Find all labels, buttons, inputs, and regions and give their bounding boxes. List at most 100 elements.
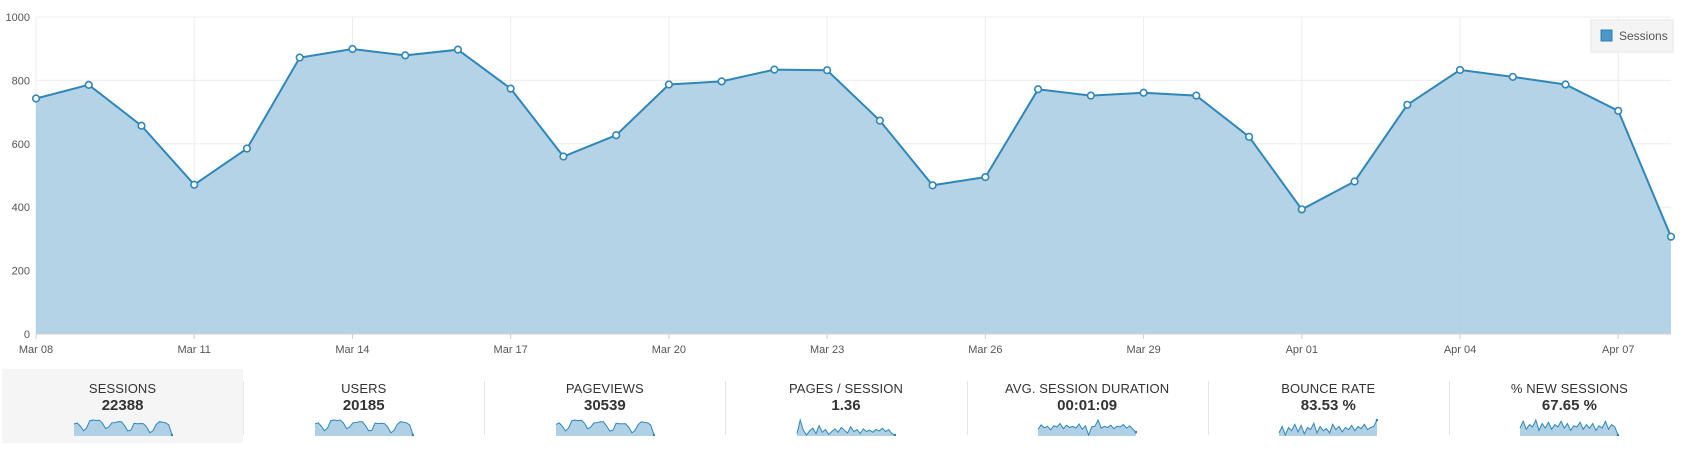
metric-value: 30539 bbox=[583, 397, 626, 414]
sessions-point[interactable] bbox=[981, 172, 990, 182]
y-tick-label: 1000 bbox=[6, 12, 30, 24]
sessions-point[interactable] bbox=[1297, 205, 1306, 214]
metric-tile-avg-session-duration[interactable]: AVG. SESSION DURATION 00:01:09 bbox=[966, 369, 1208, 443]
sessions-point[interactable] bbox=[559, 152, 568, 161]
metric-tile-bounce-rate[interactable]: BOUNCE RATE 83.53 % bbox=[1207, 369, 1449, 443]
sparkline-line bbox=[796, 418, 896, 436]
metric-tile-pages-session[interactable]: PAGES / SESSION 1.36 bbox=[725, 369, 966, 443]
sessions-point[interactable] bbox=[1033, 85, 1043, 94]
x-tick-label: Mar 29 bbox=[1126, 344, 1160, 356]
sessions-point[interactable] bbox=[770, 65, 779, 74]
sessions-point[interactable] bbox=[1403, 100, 1412, 109]
metric-label: PAGEVIEWS bbox=[565, 381, 644, 396]
y-tick-label: 0 bbox=[24, 329, 30, 341]
sessions-point[interactable] bbox=[1561, 80, 1570, 89]
sessions-point[interactable] bbox=[1192, 91, 1201, 100]
sessions-point[interactable] bbox=[1455, 65, 1465, 75]
x-tick-label: Mar 08 bbox=[19, 344, 53, 356]
sparkline-area bbox=[1038, 420, 1137, 436]
metric-sparkline bbox=[1519, 418, 1620, 436]
metric-sparkline bbox=[1037, 418, 1138, 436]
sessions-point[interactable] bbox=[31, 94, 41, 103]
chart-legend[interactable]: Sessions bbox=[1590, 19, 1674, 53]
legend-swatch bbox=[1600, 29, 1613, 42]
sessions-point[interactable] bbox=[242, 144, 252, 153]
legend-label-sessions: Sessions bbox=[1619, 29, 1668, 43]
sparkline-line bbox=[1519, 418, 1619, 436]
sessions-point[interactable] bbox=[190, 180, 199, 189]
sparkline-end-point bbox=[1134, 430, 1138, 434]
metric-tile-sessions[interactable]: SESSIONS 22388 bbox=[2, 369, 244, 443]
metric-sparkline bbox=[73, 419, 173, 436]
metric-label: AVG. SESSION DURATION bbox=[1005, 381, 1170, 396]
chart-points-layer[interactable] bbox=[31, 44, 1676, 241]
sessions-point[interactable] bbox=[1508, 72, 1517, 82]
metrics-bar: SESSIONS 22388 USERS 20185 PAGEVIEWS 30539 PAG… bbox=[2, 369, 1690, 443]
x-tick-label: Apr 01 bbox=[1286, 344, 1318, 356]
sessions-point[interactable] bbox=[453, 45, 463, 54]
x-tick-label: Mar 11 bbox=[178, 344, 211, 356]
metric-label: BOUNCE RATE bbox=[1281, 381, 1376, 396]
sparkline-line bbox=[1037, 418, 1137, 436]
sparkline-end-point bbox=[1617, 433, 1620, 436]
x-tick-label: Apr 04 bbox=[1444, 344, 1476, 356]
sparkline-end-point bbox=[411, 433, 414, 436]
sessions-point[interactable] bbox=[401, 51, 410, 60]
sessions-point[interactable] bbox=[1614, 106, 1623, 115]
sessions-point[interactable] bbox=[875, 116, 884, 125]
sparkline-line bbox=[314, 419, 414, 436]
sparkline-area bbox=[314, 420, 413, 436]
metric-sparkline bbox=[314, 419, 414, 436]
sparkline-area bbox=[73, 420, 172, 436]
sessions-point[interactable] bbox=[717, 77, 726, 86]
sessions-point[interactable] bbox=[1086, 91, 1095, 100]
metric-tile-users[interactable]: USERS 20185 bbox=[243, 369, 484, 443]
sessions-point[interactable] bbox=[1350, 177, 1359, 186]
y-tick-label: 600 bbox=[12, 139, 30, 151]
sparkline-line bbox=[555, 419, 655, 436]
y-tick-label: 200 bbox=[12, 266, 30, 278]
sparkline-area bbox=[1279, 420, 1378, 436]
x-tick-label: Mar 17 bbox=[494, 344, 528, 356]
x-tick-label: Apr 07 bbox=[1602, 344, 1634, 356]
sparkline-area bbox=[555, 420, 654, 436]
x-tick-label: Mar 23 bbox=[810, 344, 844, 356]
metric-tile-new-sessions[interactable]: % NEW SESSIONS 67.65 % bbox=[1448, 369, 1690, 443]
sparkline-line bbox=[1278, 419, 1378, 436]
y-tick-label: 800 bbox=[12, 75, 30, 87]
sessions-point[interactable] bbox=[612, 131, 621, 140]
metric-label: % NEW SESSIONS bbox=[1510, 381, 1628, 396]
sessions-point[interactable] bbox=[664, 80, 674, 89]
sessions-point[interactable] bbox=[1244, 132, 1254, 141]
sessions-point[interactable] bbox=[823, 66, 832, 75]
metric-label: USERS bbox=[341, 381, 387, 396]
metric-value: 22388 bbox=[101, 397, 144, 414]
metric-sparkline bbox=[555, 419, 655, 436]
sessions-point[interactable] bbox=[295, 53, 304, 62]
metric-value: 1.36 bbox=[831, 397, 861, 414]
sessions-line bbox=[35, 47, 1672, 238]
sessions-point[interactable] bbox=[928, 181, 937, 190]
metric-label: SESSIONS bbox=[88, 381, 157, 396]
x-tick-label: Mar 26 bbox=[968, 344, 1002, 356]
y-tick-label: 400 bbox=[12, 202, 30, 214]
x-tick-label: Mar 20 bbox=[652, 344, 686, 356]
metric-sparkline bbox=[796, 418, 896, 436]
x-axis: Mar 08 Mar 11 Mar 14 Mar 17 Mar 20 Mar 23 Mar … bbox=[19, 333, 1671, 356]
sessions-point[interactable] bbox=[137, 121, 146, 130]
sessions-point[interactable] bbox=[348, 44, 357, 54]
sparkline-area bbox=[796, 420, 895, 436]
sessions-point[interactable] bbox=[506, 84, 515, 93]
metric-value: 20185 bbox=[342, 397, 385, 414]
y-axis: 0 200 400 600 800 1000 bbox=[6, 12, 30, 341]
metric-sparkline bbox=[1278, 418, 1379, 436]
sessions-point[interactable] bbox=[1666, 232, 1676, 241]
sparkline-end-point bbox=[652, 433, 655, 436]
sparkline-end-point bbox=[1375, 418, 1379, 422]
sessions-area bbox=[36, 49, 1671, 334]
sessions-point[interactable] bbox=[1139, 88, 1148, 97]
sessions-point[interactable] bbox=[84, 80, 93, 89]
metric-label: PAGES / SESSION bbox=[789, 381, 903, 396]
metric-tile-pageviews[interactable]: PAGEVIEWS 30539 bbox=[484, 369, 725, 443]
